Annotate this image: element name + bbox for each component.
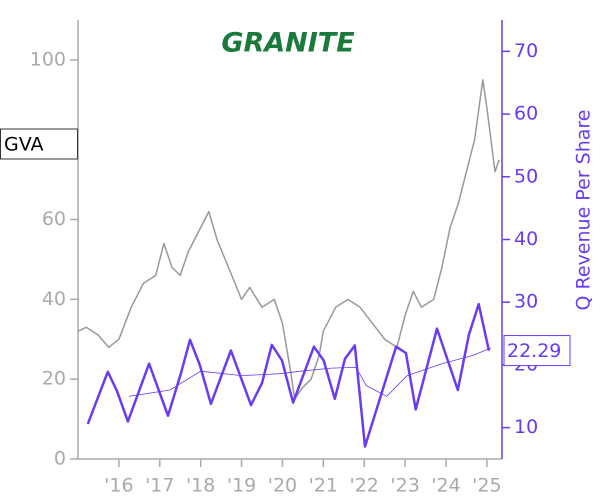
last-value-label: 22.29 <box>507 340 561 362</box>
y2-tick-label: 30 <box>514 291 538 313</box>
series-line <box>86 302 491 448</box>
y2-axis-label: Q Revenue Per Share <box>573 110 595 311</box>
x-tick-label: '17 <box>145 475 174 497</box>
y-tick-label: 20 <box>42 368 66 390</box>
x-tick-label: '21 <box>309 475 338 497</box>
x-tick-label: '18 <box>186 475 215 497</box>
x-tick-label: '22 <box>350 475 379 497</box>
x-tick-label: '24 <box>431 475 460 497</box>
x-tick-label: '23 <box>390 475 419 497</box>
y-tick-label: 0 <box>54 448 66 470</box>
ticker-box <box>0 128 78 160</box>
x-tick-label: '20 <box>268 475 297 497</box>
series-line <box>77 79 500 400</box>
y2-tick-label: 60 <box>514 103 538 125</box>
last-value-box <box>503 335 571 367</box>
x-tick-label: '16 <box>104 475 133 497</box>
logo: GRANITE <box>221 28 355 59</box>
series-line <box>129 347 492 397</box>
ticker-label: GVA <box>4 134 44 156</box>
y2-tick-label: 50 <box>514 165 538 187</box>
y2-tick-label: 70 <box>514 40 538 62</box>
x-tick-label: '25 <box>472 475 501 497</box>
y2-tick-label: 10 <box>514 416 538 438</box>
x-tick-label: '19 <box>227 475 256 497</box>
y2-tick-label: 40 <box>514 228 538 250</box>
y-tick-label: 60 <box>42 208 66 230</box>
y-tick-label: 40 <box>42 288 66 310</box>
y-tick-label: 100 <box>30 48 66 70</box>
